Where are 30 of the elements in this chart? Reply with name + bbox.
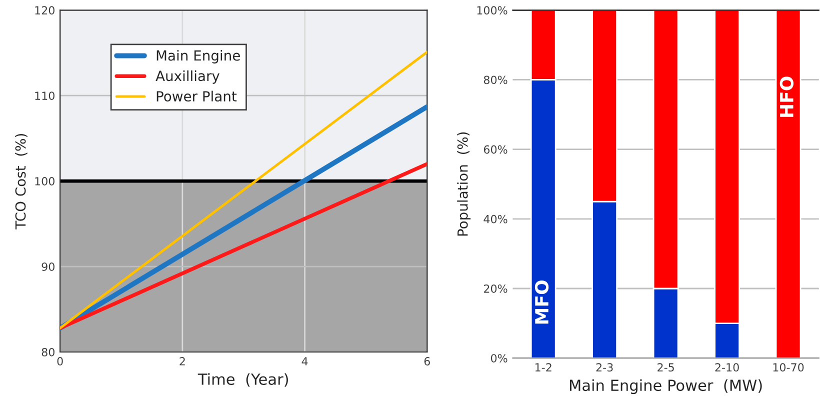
series-label: HFO bbox=[780, 76, 794, 117]
y-tick-label: 40% bbox=[484, 214, 508, 224]
x-tick-label: 6 bbox=[424, 357, 430, 366]
y-tick-label: 90 bbox=[42, 262, 54, 271]
series-label: MFO bbox=[534, 280, 549, 324]
bar bbox=[775, 10, 802, 358]
x-tick-label: 10-70 bbox=[773, 363, 804, 372]
y-tick-label: 0% bbox=[490, 354, 508, 362]
y-tick-label: 100 bbox=[35, 177, 54, 186]
legend-label: Auxilliary bbox=[156, 70, 220, 84]
x-tick-label: 2-10 bbox=[715, 363, 739, 372]
y-tick-label: 120 bbox=[35, 6, 54, 15]
x-axis-title: Main Engine Power (MW) bbox=[570, 379, 762, 394]
y-tick-label: 60% bbox=[484, 145, 508, 154]
y-axis-title: TCO Cost (%) bbox=[15, 134, 28, 230]
legend-label: Power Plant bbox=[156, 90, 237, 102]
y-axis-title: Population (%) bbox=[457, 132, 471, 236]
x-tick-label: 2 bbox=[180, 357, 185, 366]
x-tick-label: 2-3 bbox=[596, 363, 613, 372]
legend-label: Main Engine bbox=[156, 50, 240, 64]
x-tick-label: 4 bbox=[302, 357, 308, 366]
y-tick-label: 100% bbox=[477, 6, 508, 15]
x-axis-title: Time (Year) bbox=[198, 373, 288, 387]
y-tick-label: 80% bbox=[484, 76, 508, 84]
x-tick-label: 1-2 bbox=[535, 363, 552, 372]
y-tick-label: 80 bbox=[42, 348, 54, 356]
y-tick-label: 20% bbox=[484, 284, 508, 293]
x-tick-label: 0 bbox=[57, 357, 63, 366]
y-tick-label: 110 bbox=[35, 92, 54, 100]
x-tick-label: 2-5 bbox=[658, 363, 674, 372]
